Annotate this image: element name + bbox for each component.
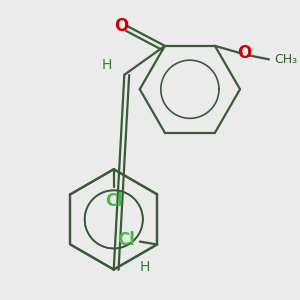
Text: CH₃: CH₃ xyxy=(275,53,298,66)
Text: Cl: Cl xyxy=(105,192,123,210)
Text: H: H xyxy=(140,260,150,274)
Text: Cl: Cl xyxy=(117,231,135,249)
Text: O: O xyxy=(237,44,251,62)
Text: O: O xyxy=(114,16,129,34)
Text: H: H xyxy=(102,58,112,72)
